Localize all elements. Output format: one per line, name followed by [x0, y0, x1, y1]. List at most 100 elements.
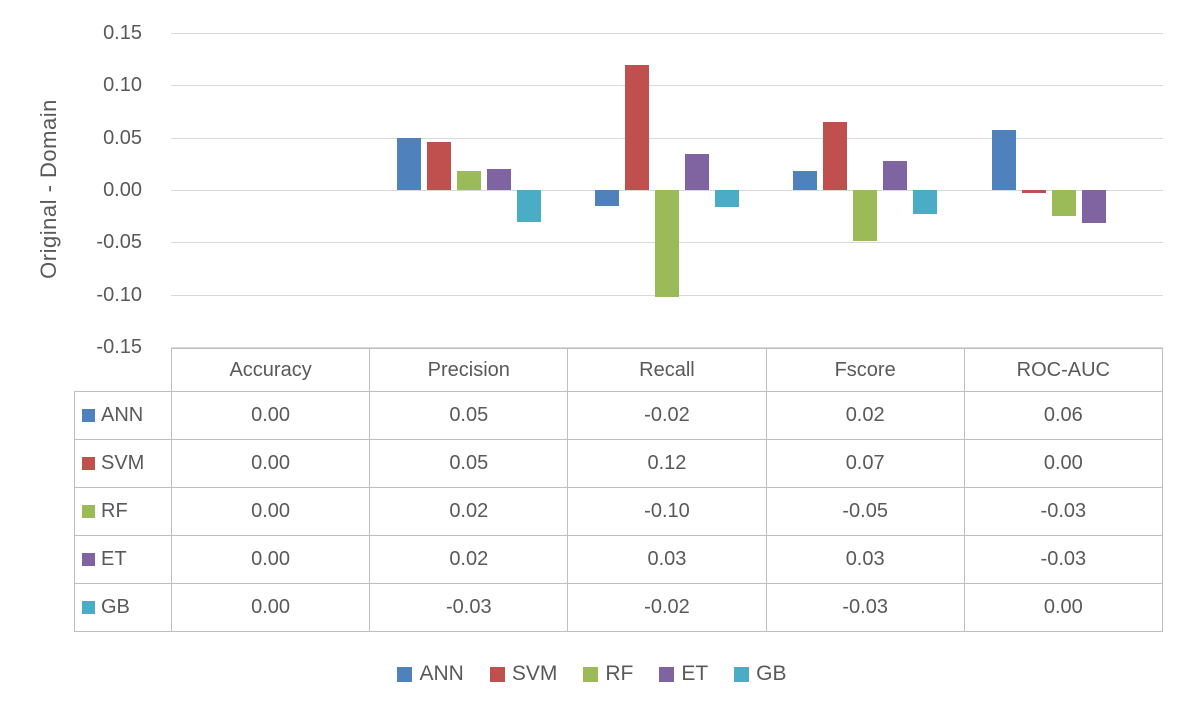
- series-key-label: GB: [101, 596, 130, 618]
- table-row: ANN 0.00 0.05 -0.02 0.02 0.06: [74, 392, 1164, 440]
- table-cell-ann-recall: -0.02: [568, 392, 767, 440]
- series-key-swatch: [82, 457, 95, 470]
- bar-rf-precision: [457, 171, 481, 190]
- y-tick-label: -0.05: [96, 231, 142, 254]
- table-cell-gb-fscore: -0.03: [766, 584, 965, 632]
- table-cell-ann-fscore: 0.02: [766, 392, 965, 440]
- gridline: [171, 347, 1163, 348]
- table-cell-svm-fscore: 0.07: [766, 440, 965, 488]
- table-cell-rf-roc-auc: -0.03: [964, 488, 1163, 536]
- table-cell-rf-precision: 0.02: [370, 488, 569, 536]
- series-key-label: ET: [101, 548, 127, 570]
- legend-swatch: [489, 666, 505, 682]
- bar-rf-recall: [655, 190, 679, 297]
- bar-gb-recall: [715, 190, 739, 207]
- y-tick-label: 0.00: [103, 179, 142, 201]
- table-row: RF 0.00 0.02 -0.10 -0.05 -0.03: [74, 488, 1164, 536]
- y-tick-label: 0.15: [103, 22, 142, 44]
- legend-item-ann: ANN: [397, 662, 464, 686]
- bar-ann-recall: [595, 190, 619, 206]
- plot-area: [171, 33, 1163, 348]
- table-cell-gb-accuracy: 0.00: [172, 584, 371, 632]
- legend-label: ANN: [419, 662, 464, 685]
- gridline: [171, 33, 1163, 34]
- series-key-swatch: [82, 505, 95, 518]
- table-row: ET 0.00 0.02 0.03 0.03 -0.03: [74, 536, 1164, 584]
- bar-et-recall: [685, 154, 709, 190]
- gridline: [171, 138, 1163, 139]
- bar-et-precision: [487, 169, 511, 190]
- gridline: [171, 85, 1163, 86]
- legend-label: GB: [756, 662, 787, 685]
- table-cell-et-recall: 0.03: [568, 536, 767, 584]
- series-key-label: SVM: [101, 452, 145, 474]
- table-cell-et-accuracy: 0.00: [172, 536, 371, 584]
- table-cell-rf-recall: -0.10: [568, 488, 767, 536]
- table-cell-et-fscore: 0.03: [766, 536, 965, 584]
- table-cell-ann-accuracy: 0.00: [172, 392, 371, 440]
- bar-gb-precision: [517, 190, 541, 222]
- y-tick-label: 0.05: [103, 126, 142, 149]
- legend: ANN SVM RF ET GB: [0, 662, 1184, 686]
- series-key-label: ANN: [101, 404, 144, 426]
- legend-swatch: [397, 666, 413, 682]
- table-cell-svm-recall: 0.12: [568, 440, 767, 488]
- table-corner-cell: [74, 348, 172, 392]
- table-header-precision: Precision: [370, 348, 569, 392]
- series-key-swatch: [82, 553, 95, 566]
- table-row-label-et: ET: [74, 536, 172, 584]
- series-key-label: RF: [101, 500, 128, 522]
- legend-item-gb: GB: [734, 662, 787, 686]
- table-cell-et-roc-auc: -0.03: [964, 536, 1163, 584]
- legend-item-et: ET: [659, 662, 708, 686]
- table-cell-gb-recall: -0.02: [568, 584, 767, 632]
- legend-label: RF: [605, 662, 634, 685]
- legend-item-svm: SVM: [489, 662, 558, 686]
- series-key-swatch: [82, 409, 95, 422]
- table-header-recall: Recall: [568, 348, 767, 392]
- table-row-label-gb: GB: [74, 584, 172, 632]
- y-tick-label: -0.15: [96, 336, 142, 358]
- table-header-accuracy: Accuracy: [172, 348, 371, 392]
- table-cell-svm-roc-auc: 0.00: [964, 440, 1163, 488]
- bar-rf-fscore: [853, 190, 877, 241]
- table-header-fscore: Fscore: [766, 348, 965, 392]
- table-row: SVM 0.00 0.05 0.12 0.07 0.00: [74, 440, 1164, 488]
- bar-ann-fscore: [793, 171, 817, 190]
- table-cell-svm-precision: 0.05: [370, 440, 569, 488]
- legend-swatch: [583, 666, 599, 682]
- table-cell-ann-precision: 0.05: [370, 392, 569, 440]
- bar-gb-fscore: [913, 190, 937, 214]
- bar-et-roc-auc: [1082, 190, 1106, 223]
- table-cell-svm-accuracy: 0.00: [172, 440, 371, 488]
- table-cell-gb-roc-auc: 0.00: [964, 584, 1163, 632]
- y-tick-label: -0.10: [96, 283, 142, 306]
- table-cell-gb-precision: -0.03: [370, 584, 569, 632]
- bar-svm-roc-auc: [1022, 190, 1046, 193]
- table-cell-rf-accuracy: 0.00: [172, 488, 371, 536]
- legend-item-rf: RF: [583, 662, 633, 686]
- series-key-swatch: [82, 601, 95, 614]
- table-row-label-ann: ANN: [74, 392, 172, 440]
- table-row: GB 0.00 -0.03 -0.02 -0.03 0.00: [74, 584, 1164, 632]
- bar-svm-recall: [625, 65, 649, 190]
- table-row-label-svm: SVM: [74, 440, 172, 488]
- bar-et-fscore: [883, 161, 907, 190]
- table-row-label-rf: RF: [74, 488, 172, 536]
- bar-rf-roc-auc: [1052, 190, 1076, 216]
- bar-ann-roc-auc: [992, 130, 1016, 190]
- bar-ann-precision: [397, 138, 421, 190]
- bar-svm-fscore: [823, 122, 847, 190]
- bar-svm-precision: [427, 142, 451, 190]
- legend-label: SVM: [511, 662, 558, 685]
- table-cell-rf-fscore: -0.05: [766, 488, 965, 536]
- data-table: Accuracy Precision Recall Fscore ROC-AUC ANN 0…: [74, 348, 1164, 632]
- table-cell-ann-roc-auc: 0.06: [964, 392, 1163, 440]
- table-cell-et-precision: 0.02: [370, 536, 569, 584]
- legend-label: ET: [681, 662, 709, 685]
- legend-swatch: [659, 666, 675, 682]
- table-header-roc-auc: ROC-AUC: [964, 348, 1163, 392]
- y-tick-label: 0.10: [103, 74, 142, 97]
- legend-swatch: [734, 666, 750, 682]
